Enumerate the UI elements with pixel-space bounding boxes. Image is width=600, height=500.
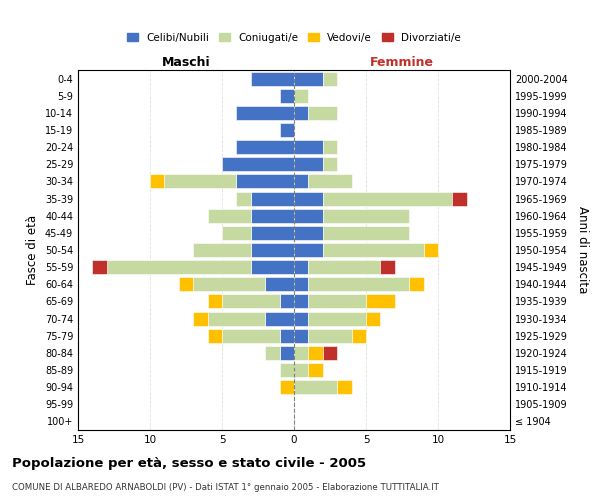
- Bar: [308, 106, 337, 120]
- Bar: [251, 192, 294, 205]
- Bar: [222, 158, 294, 172]
- Bar: [308, 294, 366, 308]
- Bar: [294, 106, 308, 120]
- Text: Maschi: Maschi: [161, 56, 211, 69]
- Bar: [208, 208, 251, 222]
- Bar: [308, 260, 380, 274]
- Bar: [308, 363, 323, 377]
- Bar: [308, 312, 366, 326]
- Bar: [251, 260, 294, 274]
- Bar: [366, 312, 380, 326]
- Bar: [208, 328, 222, 342]
- Bar: [323, 140, 337, 154]
- Bar: [294, 260, 308, 274]
- Bar: [236, 106, 294, 120]
- Bar: [294, 208, 323, 222]
- Bar: [280, 88, 294, 102]
- Bar: [265, 346, 280, 360]
- Bar: [452, 192, 467, 205]
- Bar: [236, 140, 294, 154]
- Bar: [222, 328, 280, 342]
- Bar: [222, 294, 280, 308]
- Bar: [294, 140, 323, 154]
- Bar: [251, 226, 294, 240]
- Bar: [150, 174, 164, 188]
- Bar: [294, 380, 337, 394]
- Bar: [323, 208, 409, 222]
- Bar: [280, 123, 294, 137]
- Bar: [236, 192, 251, 205]
- Bar: [308, 328, 352, 342]
- Y-axis label: Anni di nascita: Anni di nascita: [575, 206, 589, 294]
- Bar: [424, 243, 438, 257]
- Bar: [280, 294, 294, 308]
- Bar: [222, 226, 251, 240]
- Y-axis label: Fasce di età: Fasce di età: [26, 215, 39, 285]
- Bar: [323, 158, 337, 172]
- Bar: [294, 328, 308, 342]
- Bar: [380, 260, 395, 274]
- Text: COMUNE DI ALBAREDO ARNABOLDI (PV) - Dati ISTAT 1° gennaio 2005 - Elaborazione TU: COMUNE DI ALBAREDO ARNABOLDI (PV) - Dati…: [12, 482, 439, 492]
- Bar: [294, 226, 323, 240]
- Bar: [294, 346, 308, 360]
- Bar: [193, 278, 265, 291]
- Bar: [164, 174, 236, 188]
- Bar: [294, 312, 308, 326]
- Bar: [323, 226, 409, 240]
- Bar: [265, 312, 294, 326]
- Legend: Celibi/Nubili, Coniugati/e, Vedovi/e, Divorziati/e: Celibi/Nubili, Coniugati/e, Vedovi/e, Di…: [123, 28, 465, 46]
- Bar: [337, 380, 352, 394]
- Bar: [193, 243, 251, 257]
- Bar: [308, 346, 323, 360]
- Bar: [308, 174, 352, 188]
- Bar: [294, 158, 323, 172]
- Bar: [294, 363, 308, 377]
- Bar: [294, 278, 308, 291]
- Bar: [193, 312, 208, 326]
- Bar: [251, 208, 294, 222]
- Text: Femmine: Femmine: [370, 56, 434, 69]
- Bar: [179, 278, 193, 291]
- Bar: [323, 243, 424, 257]
- Bar: [323, 72, 337, 86]
- Bar: [294, 192, 323, 205]
- Bar: [352, 328, 366, 342]
- Bar: [294, 174, 308, 188]
- Bar: [323, 192, 452, 205]
- Bar: [251, 243, 294, 257]
- Bar: [308, 278, 409, 291]
- Bar: [280, 380, 294, 394]
- Bar: [366, 294, 395, 308]
- Bar: [92, 260, 107, 274]
- Bar: [265, 278, 294, 291]
- Bar: [294, 88, 308, 102]
- Bar: [323, 346, 337, 360]
- Bar: [236, 174, 294, 188]
- Bar: [294, 294, 308, 308]
- Bar: [208, 294, 222, 308]
- Bar: [294, 243, 323, 257]
- Bar: [294, 72, 323, 86]
- Bar: [409, 278, 424, 291]
- Bar: [280, 328, 294, 342]
- Text: Popolazione per età, sesso e stato civile - 2005: Popolazione per età, sesso e stato civil…: [12, 458, 366, 470]
- Bar: [280, 363, 294, 377]
- Bar: [251, 72, 294, 86]
- Bar: [208, 312, 265, 326]
- Bar: [107, 260, 251, 274]
- Bar: [280, 346, 294, 360]
